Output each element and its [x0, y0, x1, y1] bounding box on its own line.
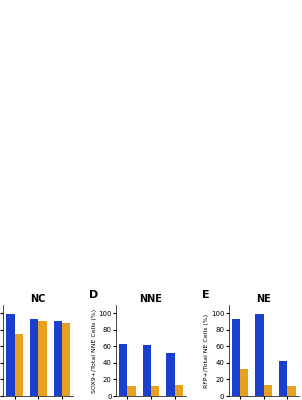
Bar: [288, 386, 296, 396]
Bar: [143, 345, 151, 396]
Bar: [175, 385, 183, 396]
Bar: [119, 344, 127, 396]
Title: NC: NC: [31, 294, 46, 304]
Title: NE: NE: [256, 294, 271, 304]
Text: E: E: [202, 290, 209, 300]
Y-axis label: RFP+/Total NE Cells (%): RFP+/Total NE Cells (%): [204, 314, 210, 388]
Bar: [127, 386, 136, 396]
Bar: [62, 323, 70, 396]
Bar: [166, 353, 175, 396]
Bar: [232, 319, 240, 396]
Bar: [54, 322, 62, 396]
Bar: [279, 361, 288, 396]
Y-axis label: SOX9+/Total NNE Cells (%): SOX9+/Total NNE Cells (%): [92, 308, 97, 392]
Bar: [6, 314, 14, 396]
Bar: [38, 322, 47, 396]
Bar: [30, 319, 38, 396]
Text: D: D: [89, 290, 98, 300]
Bar: [240, 369, 248, 396]
Bar: [14, 334, 23, 396]
Bar: [255, 314, 264, 396]
Bar: [151, 386, 159, 396]
Bar: [264, 385, 272, 396]
Title: NNE: NNE: [140, 294, 162, 304]
